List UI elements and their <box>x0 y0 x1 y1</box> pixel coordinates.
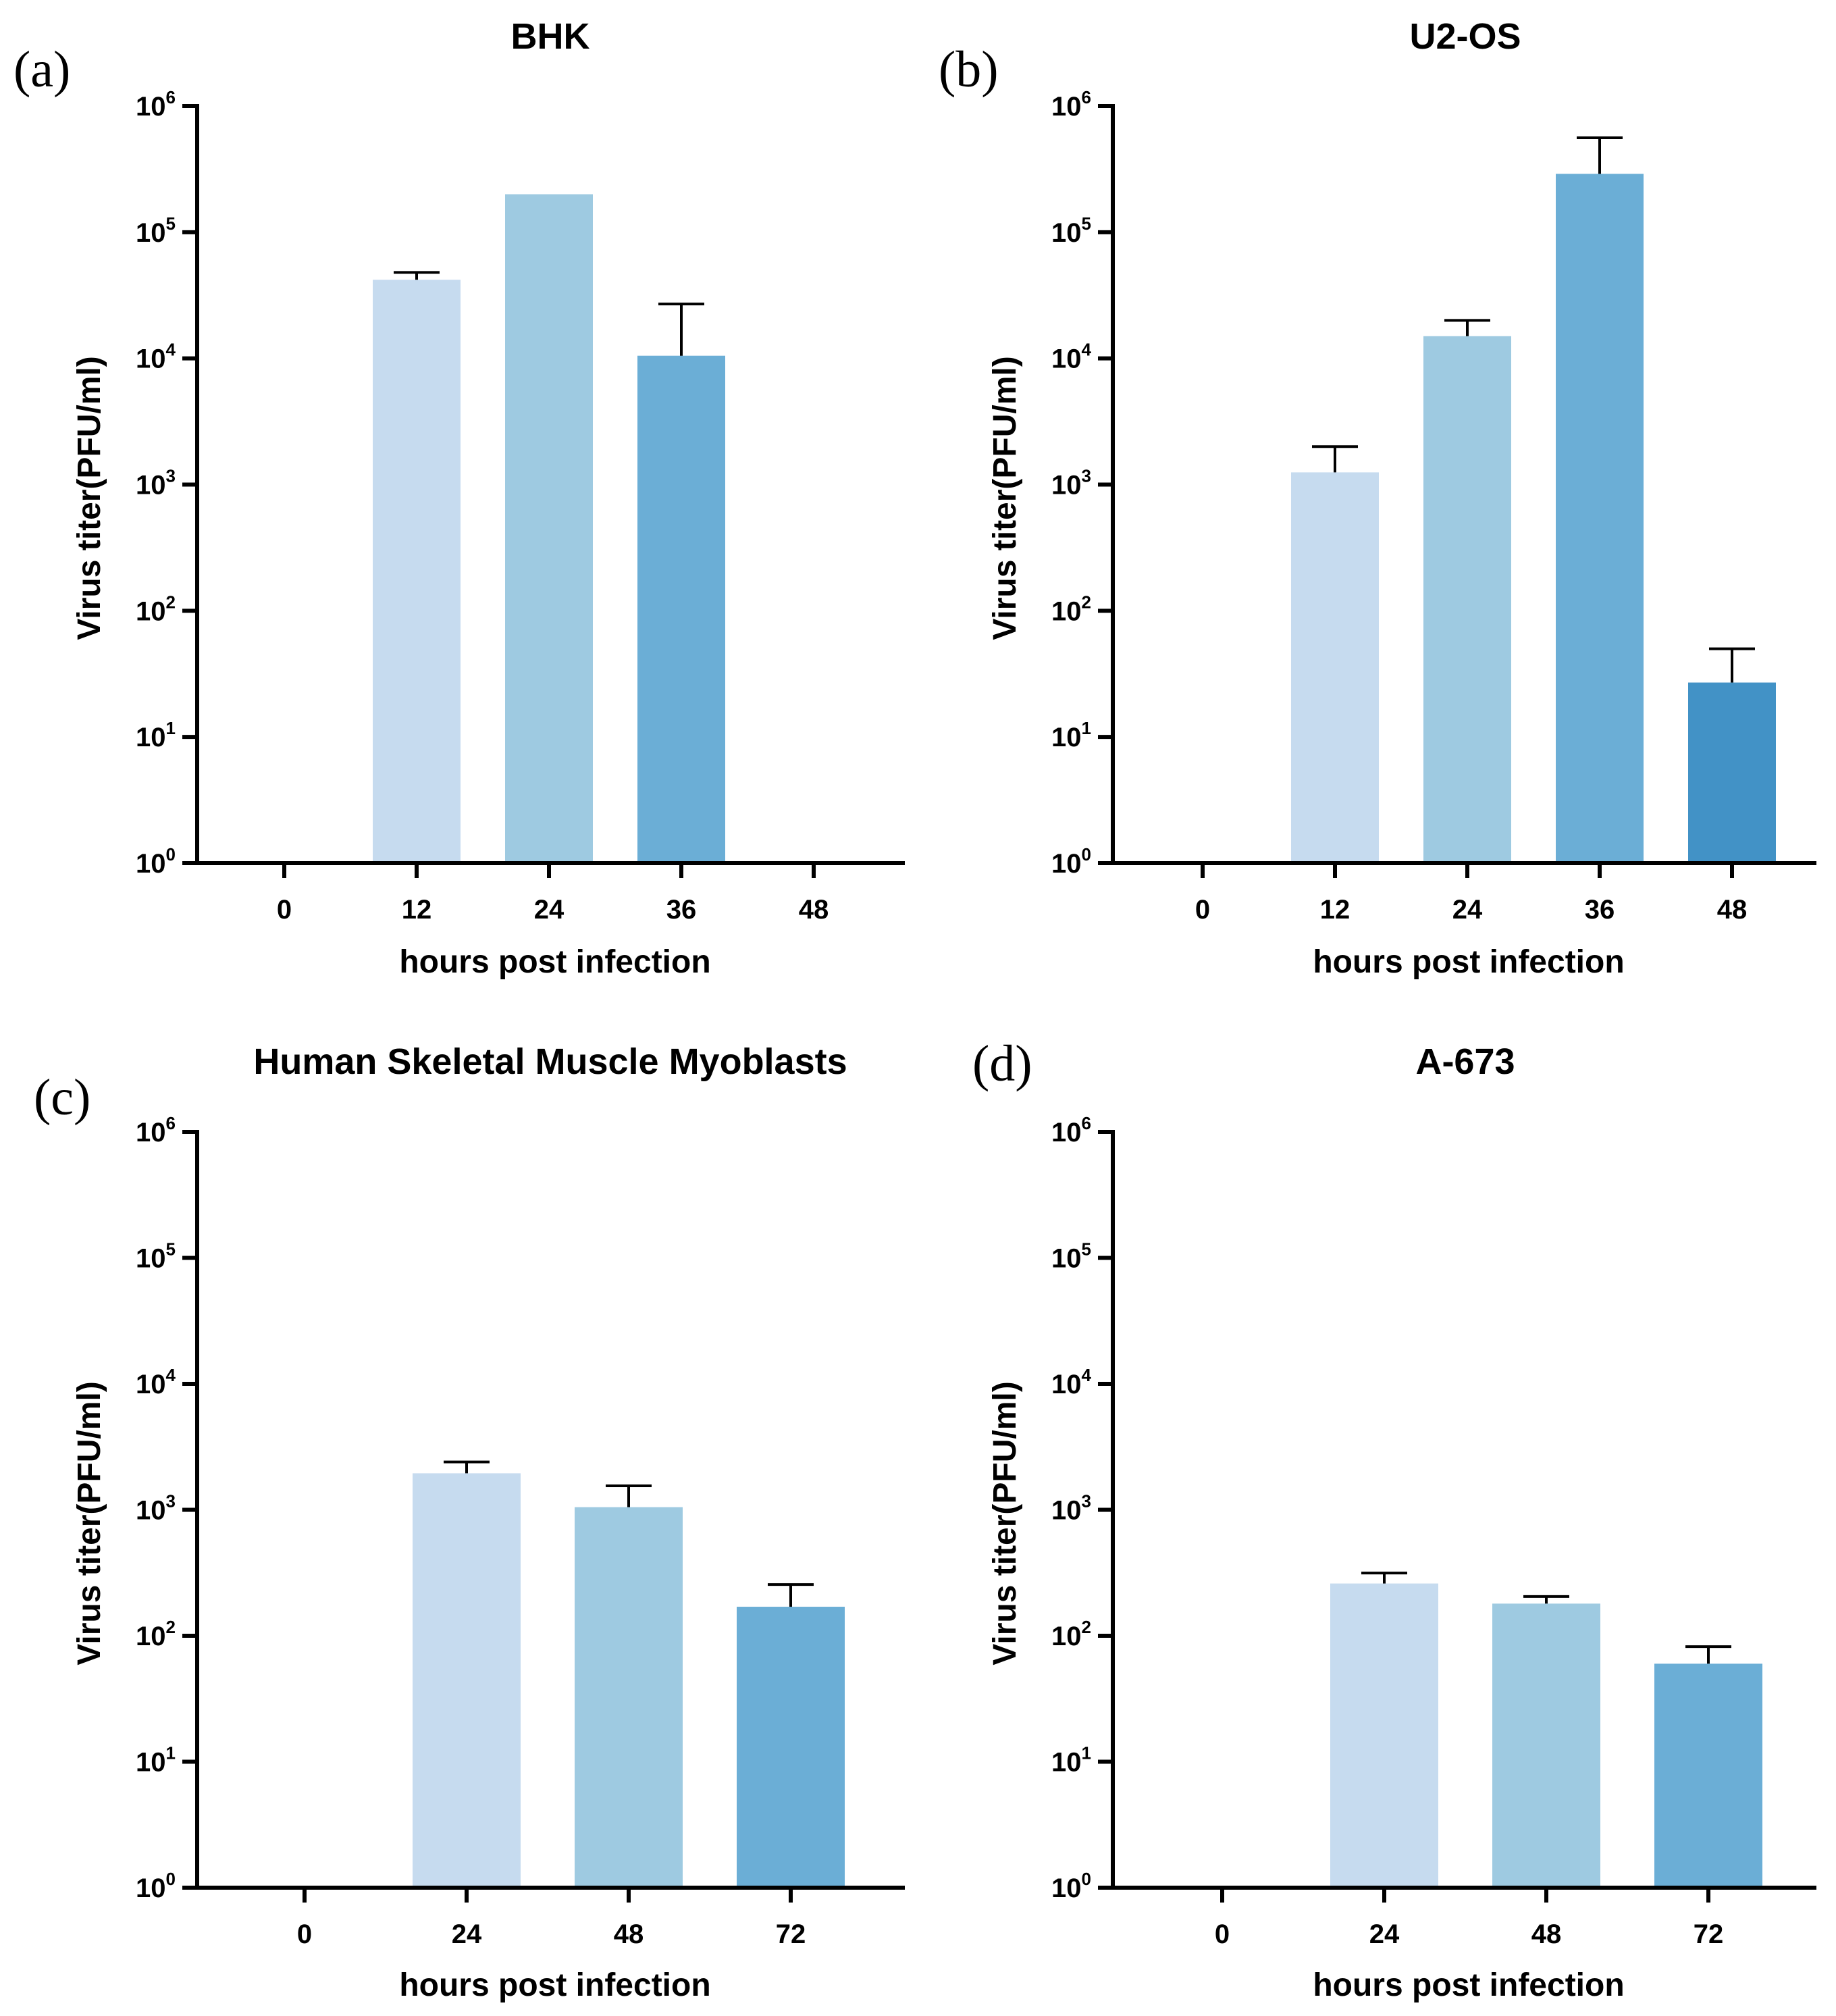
y-tick-label: 105 <box>136 1239 176 1274</box>
y-tick-label: 105 <box>1051 1239 1091 1274</box>
x-axis-label: hours post infection <box>399 1967 710 2003</box>
panel-letter: (c) <box>34 1069 90 1126</box>
x-tick-label: 12 <box>1320 895 1350 925</box>
x-tick-label: 24 <box>1369 1919 1400 1949</box>
y-tick-label: 100 <box>136 844 176 879</box>
chart-title: Human Skeletal Muscle Myoblasts <box>253 1041 847 1082</box>
y-tick-label: 100 <box>1051 844 1091 879</box>
panel-letter: (a) <box>14 41 70 98</box>
chart-panel-0: (a) BHK 0 12 24 36 48 100 101 102 103 104 105 106 hour… <box>14 16 905 980</box>
x-axis-label: hours post infection <box>399 944 710 980</box>
y-tick-label: 101 <box>1051 718 1091 752</box>
y-tick-label: 102 <box>136 592 176 626</box>
x-tick-label: 48 <box>1717 895 1748 925</box>
y-axis-label: Virus titer(PFU/ml) <box>72 356 107 640</box>
y-tick-label: 103 <box>1051 466 1091 500</box>
chart-title: BHK <box>511 16 590 57</box>
y-tick-label: 105 <box>1051 213 1091 248</box>
bar <box>737 1607 845 1888</box>
bar <box>1556 174 1644 863</box>
x-tick-label: 24 <box>534 895 565 925</box>
bar <box>637 355 725 863</box>
x-tick-label: 36 <box>1585 895 1615 925</box>
chart-panel-2: (c) Human Skeletal Muscle Myoblasts 0 24 48 7… <box>34 1041 905 2003</box>
x-tick-label: 0 <box>1215 1919 1230 1949</box>
y-tick-label: 104 <box>1051 1365 1092 1399</box>
x-tick-label: 48 <box>799 895 829 925</box>
bar <box>413 1473 521 1888</box>
x-tick-label: 0 <box>297 1919 312 1949</box>
x-tick-label: 24 <box>1452 895 1483 925</box>
y-tick-label: 102 <box>1051 592 1091 626</box>
bar <box>505 194 593 863</box>
x-tick-label: 36 <box>666 895 697 925</box>
y-tick-label: 104 <box>136 340 176 374</box>
chart-panel-3: (d) A-673 0 24 48 72 100 101 102 103 104 105 106 hour… <box>972 1035 1816 2003</box>
bar <box>1654 1663 1762 1888</box>
x-axis-label: hours post infection <box>1313 944 1624 980</box>
y-tick-label: 101 <box>136 1743 176 1778</box>
y-tick-label: 106 <box>136 87 176 122</box>
bar <box>1291 472 1379 863</box>
y-tick-label: 103 <box>1051 1491 1091 1526</box>
bar <box>1330 1583 1438 1888</box>
x-tick-label: 72 <box>1694 1919 1724 1949</box>
bar <box>1688 682 1776 863</box>
y-tick-label: 104 <box>1051 340 1092 374</box>
y-tick-label: 103 <box>136 1491 176 1526</box>
y-tick-label: 100 <box>1051 1869 1091 1903</box>
y-axis-label: Virus titer(PFU/ml) <box>987 356 1023 640</box>
x-tick-label: 48 <box>1531 1919 1562 1949</box>
y-tick-label: 102 <box>1051 1617 1091 1651</box>
y-tick-label: 106 <box>1051 1113 1091 1147</box>
y-tick-label: 101 <box>1051 1743 1091 1778</box>
panel-letter: (b) <box>939 41 999 98</box>
y-tick-label: 100 <box>136 1869 176 1903</box>
bar <box>1423 336 1511 863</box>
chart-panel-1: (b) U2-OS 0 12 24 36 48 100 101 102 103 104 105 106 ho… <box>939 16 1816 980</box>
x-tick-label: 24 <box>452 1919 482 1949</box>
chart-title: A-673 <box>1415 1041 1515 1082</box>
x-tick-label: 48 <box>614 1919 644 1949</box>
x-tick-label: 0 <box>1195 895 1210 925</box>
y-tick-label: 105 <box>136 213 176 248</box>
bar <box>575 1507 683 1888</box>
bar <box>1492 1603 1600 1888</box>
y-tick-label: 104 <box>136 1365 176 1399</box>
x-tick-label: 72 <box>776 1919 806 1949</box>
bar <box>373 280 461 864</box>
y-tick-label: 102 <box>136 1617 176 1651</box>
x-tick-label: 12 <box>402 895 432 925</box>
y-tick-label: 103 <box>136 466 176 500</box>
y-axis-label: Virus titer(PFU/ml) <box>72 1381 107 1665</box>
y-tick-label: 101 <box>136 718 176 752</box>
y-axis-label: Virus titer(PFU/ml) <box>987 1381 1023 1665</box>
x-tick-label: 0 <box>277 895 292 925</box>
chart-title: U2-OS <box>1409 16 1521 57</box>
y-tick-label: 106 <box>136 1113 176 1147</box>
panel-letter: (d) <box>972 1035 1032 1092</box>
x-axis-label: hours post infection <box>1313 1967 1624 2003</box>
y-tick-label: 106 <box>1051 87 1091 122</box>
